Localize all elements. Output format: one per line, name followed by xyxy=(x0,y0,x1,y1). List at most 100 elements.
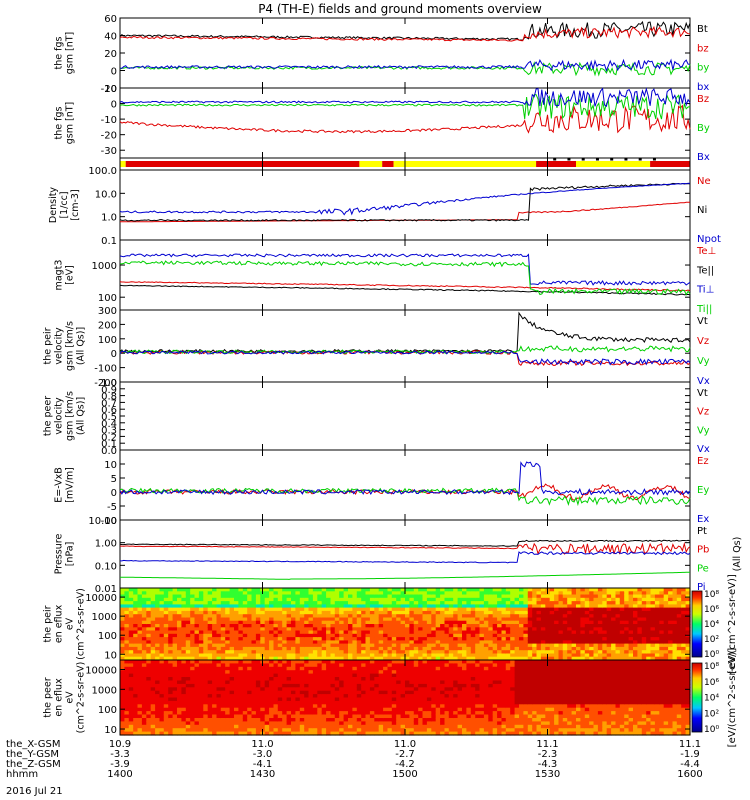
heatmap-cell xyxy=(470,704,476,709)
heatmap-cell xyxy=(168,690,174,695)
heatmap-cell xyxy=(343,731,349,736)
heatmap-cell xyxy=(624,614,630,619)
heatmap-cell xyxy=(308,620,314,625)
heatmap-cell xyxy=(282,614,288,619)
heatmap-cell xyxy=(286,673,292,678)
heatmap-cell xyxy=(619,637,625,641)
heatmap-cell xyxy=(238,673,244,678)
heatmap-cell xyxy=(260,594,266,599)
heatmap-cell xyxy=(633,640,638,645)
heatmap-cell xyxy=(203,591,209,596)
heatmap-cell xyxy=(593,597,599,602)
heatmap-cell xyxy=(269,673,275,678)
heatmap-cell xyxy=(431,700,437,705)
heatmap-cell xyxy=(260,724,266,729)
heatmap-cell xyxy=(308,588,314,592)
heatmap-cell xyxy=(374,627,380,632)
heatmap-cell xyxy=(383,604,389,609)
heatmap-cell xyxy=(273,650,279,655)
heatmap-cell xyxy=(295,721,301,726)
heatmap-cell xyxy=(440,637,446,641)
heatmap-cell xyxy=(488,633,494,638)
heatmap-cell xyxy=(584,640,590,645)
heatmap-cell xyxy=(479,640,485,645)
heatmap-cell xyxy=(304,666,310,671)
heatmap-cell xyxy=(418,620,424,625)
heatmap-cell xyxy=(492,640,498,645)
heatmap-cell xyxy=(426,707,432,712)
heatmap-cell xyxy=(676,633,682,638)
heatmap-cell xyxy=(369,601,375,605)
heatmap-cell xyxy=(431,610,437,615)
heatmap-cell xyxy=(597,604,603,609)
heatmap-cell xyxy=(378,614,384,619)
heatmap-cell xyxy=(462,690,467,695)
heatmap-cell xyxy=(562,656,568,661)
heatmap-cell xyxy=(190,714,196,719)
y-tick-label: -100 xyxy=(94,364,117,375)
heatmap-cell xyxy=(676,617,682,622)
heatmap-cell xyxy=(286,617,292,622)
heatmap-cell xyxy=(435,610,441,615)
heatmap-cell xyxy=(124,594,130,599)
heatmap-cell xyxy=(466,731,472,736)
heatmap-cell xyxy=(527,617,533,622)
heatmap-cell xyxy=(470,694,476,699)
heatmap-cell xyxy=(242,666,248,671)
heatmap-cell xyxy=(597,640,603,645)
heatmap-cell xyxy=(282,721,288,726)
heatmap-cell xyxy=(497,627,503,632)
heatmap-cell xyxy=(326,690,332,695)
heatmap-cell xyxy=(426,643,432,648)
heatmap-cell xyxy=(146,633,152,638)
heatmap-cell xyxy=(540,627,546,632)
heatmap-cell xyxy=(681,640,687,645)
heatmap-cell xyxy=(146,597,152,602)
heatmap-cell xyxy=(545,617,551,622)
heatmap-cell xyxy=(663,637,669,641)
heatmap-cell xyxy=(453,591,459,596)
heatmap-cell xyxy=(440,620,446,625)
heatmap-cell xyxy=(163,690,169,695)
heatmap-cell xyxy=(448,731,454,736)
heatmap-cell xyxy=(593,617,599,622)
heatmap-cell xyxy=(185,630,191,635)
heatmap-cell xyxy=(606,643,612,648)
heatmap-cell xyxy=(295,714,301,719)
heatmap-cell xyxy=(163,630,169,635)
heatmap-cell xyxy=(361,660,367,664)
heatmap-cell xyxy=(462,646,467,651)
heatmap-cell xyxy=(128,670,134,675)
heatmap-cell xyxy=(361,640,367,645)
heatmap-cell xyxy=(185,633,191,638)
heatmap-cell xyxy=(462,718,467,722)
heatmap-cell xyxy=(120,694,125,699)
heatmap-cell xyxy=(220,637,226,641)
heatmap-cell xyxy=(633,637,638,641)
heatmap-cell xyxy=(405,630,410,635)
heatmap-cell xyxy=(295,731,301,736)
heatmap-cell xyxy=(273,597,279,602)
heatmap-cell xyxy=(606,610,612,615)
heatmap-cell xyxy=(470,591,476,596)
heatmap-cell xyxy=(229,724,235,729)
heatmap-cell xyxy=(654,610,660,615)
heatmap-cell xyxy=(387,643,393,648)
heatmap-cell xyxy=(633,597,638,602)
y-tick-label: 0.2 xyxy=(101,432,117,443)
heatmap-cell xyxy=(216,601,222,605)
heatmap-cell xyxy=(299,653,305,658)
heatmap-cell xyxy=(422,637,428,641)
heatmap-cell xyxy=(369,656,375,661)
heatmap-cell xyxy=(628,594,634,599)
heatmap-cell xyxy=(462,656,467,661)
heatmap-cell xyxy=(120,714,125,719)
heatmap-cell xyxy=(663,594,669,599)
heatmap-cell xyxy=(418,627,424,632)
heatmap-cell xyxy=(426,728,432,733)
heatmap-cell xyxy=(128,624,134,628)
heatmap-cell xyxy=(453,707,459,712)
heatmap-cell xyxy=(457,614,463,619)
heatmap-cell xyxy=(383,697,389,702)
heatmap-cell xyxy=(628,620,634,625)
